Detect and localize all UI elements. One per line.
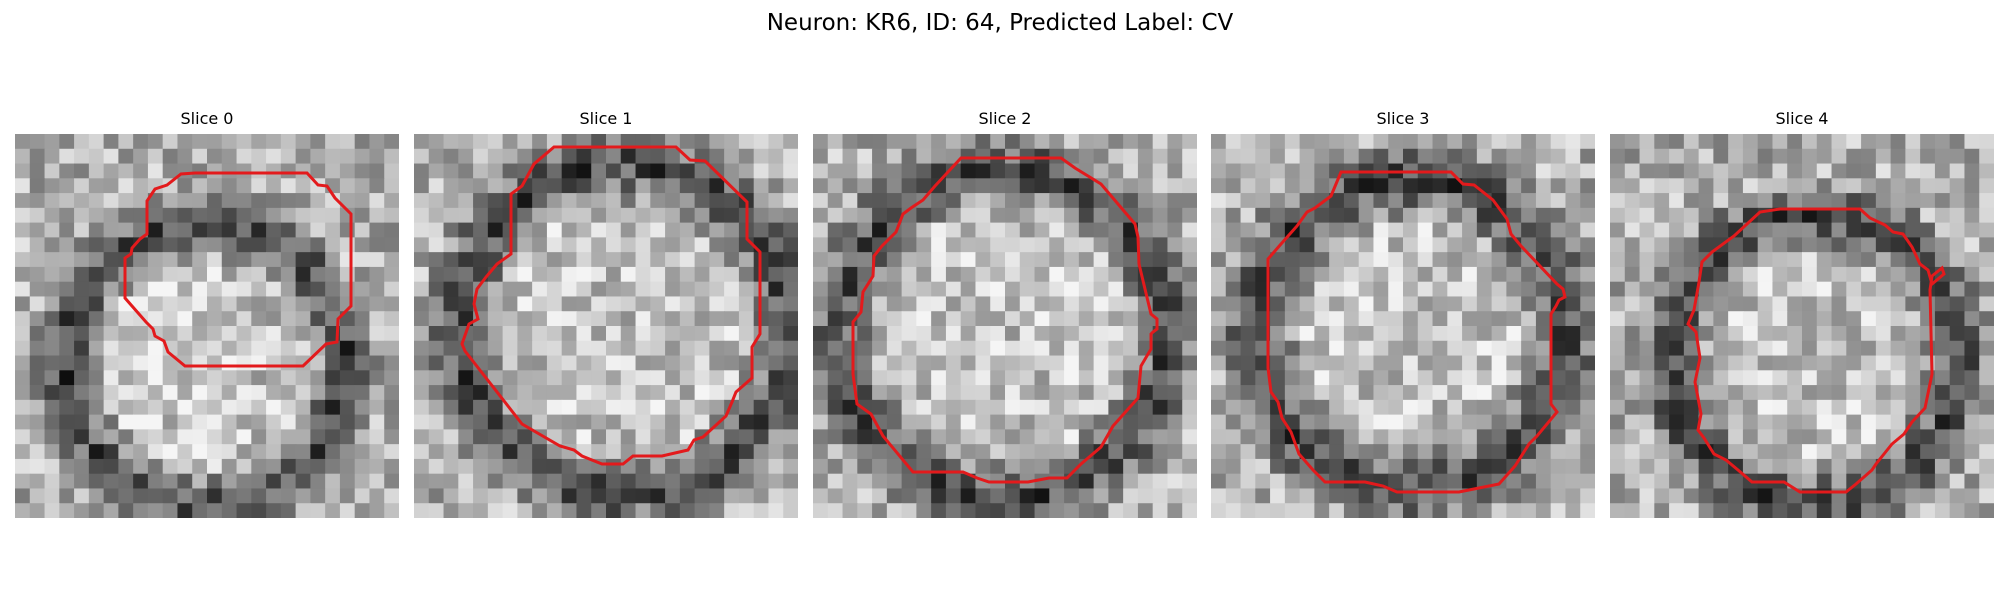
slice-title: Slice 4 — [1775, 109, 1829, 128]
grayscale-texture — [813, 134, 1197, 518]
slice-image — [1610, 134, 1994, 518]
contour-outline — [1686, 207, 1946, 494]
grayscale-texture — [1211, 134, 1595, 518]
contour-outline — [123, 171, 353, 368]
contour-outline — [1266, 170, 1567, 494]
figure-title: Neuron: KR6, ID: 64, Predicted Label: CV — [766, 10, 1234, 36]
slice-image — [813, 134, 1197, 518]
slice-title: Slice 1 — [579, 109, 633, 128]
slice-title: Slice 2 — [978, 109, 1032, 128]
slice-panel-0: Slice 0 — [15, 108, 399, 520]
slice-panel-4: Slice 4 — [1610, 108, 1994, 520]
slice-panel-3: Slice 3 — [1211, 108, 1595, 520]
slice-panel-1: Slice 1 — [414, 108, 798, 520]
slice-title: Slice 0 — [180, 109, 234, 128]
contour-outline — [851, 156, 1159, 484]
grayscale-texture — [15, 134, 399, 518]
slice-image — [1211, 134, 1595, 518]
slice-panel-2: Slice 2 — [813, 108, 1197, 520]
slice-title: Slice 3 — [1376, 109, 1430, 128]
contour-outline — [460, 145, 762, 466]
slice-image — [15, 134, 399, 518]
grayscale-texture — [1610, 134, 1994, 518]
slice-image — [414, 134, 798, 518]
grayscale-texture — [414, 134, 798, 518]
